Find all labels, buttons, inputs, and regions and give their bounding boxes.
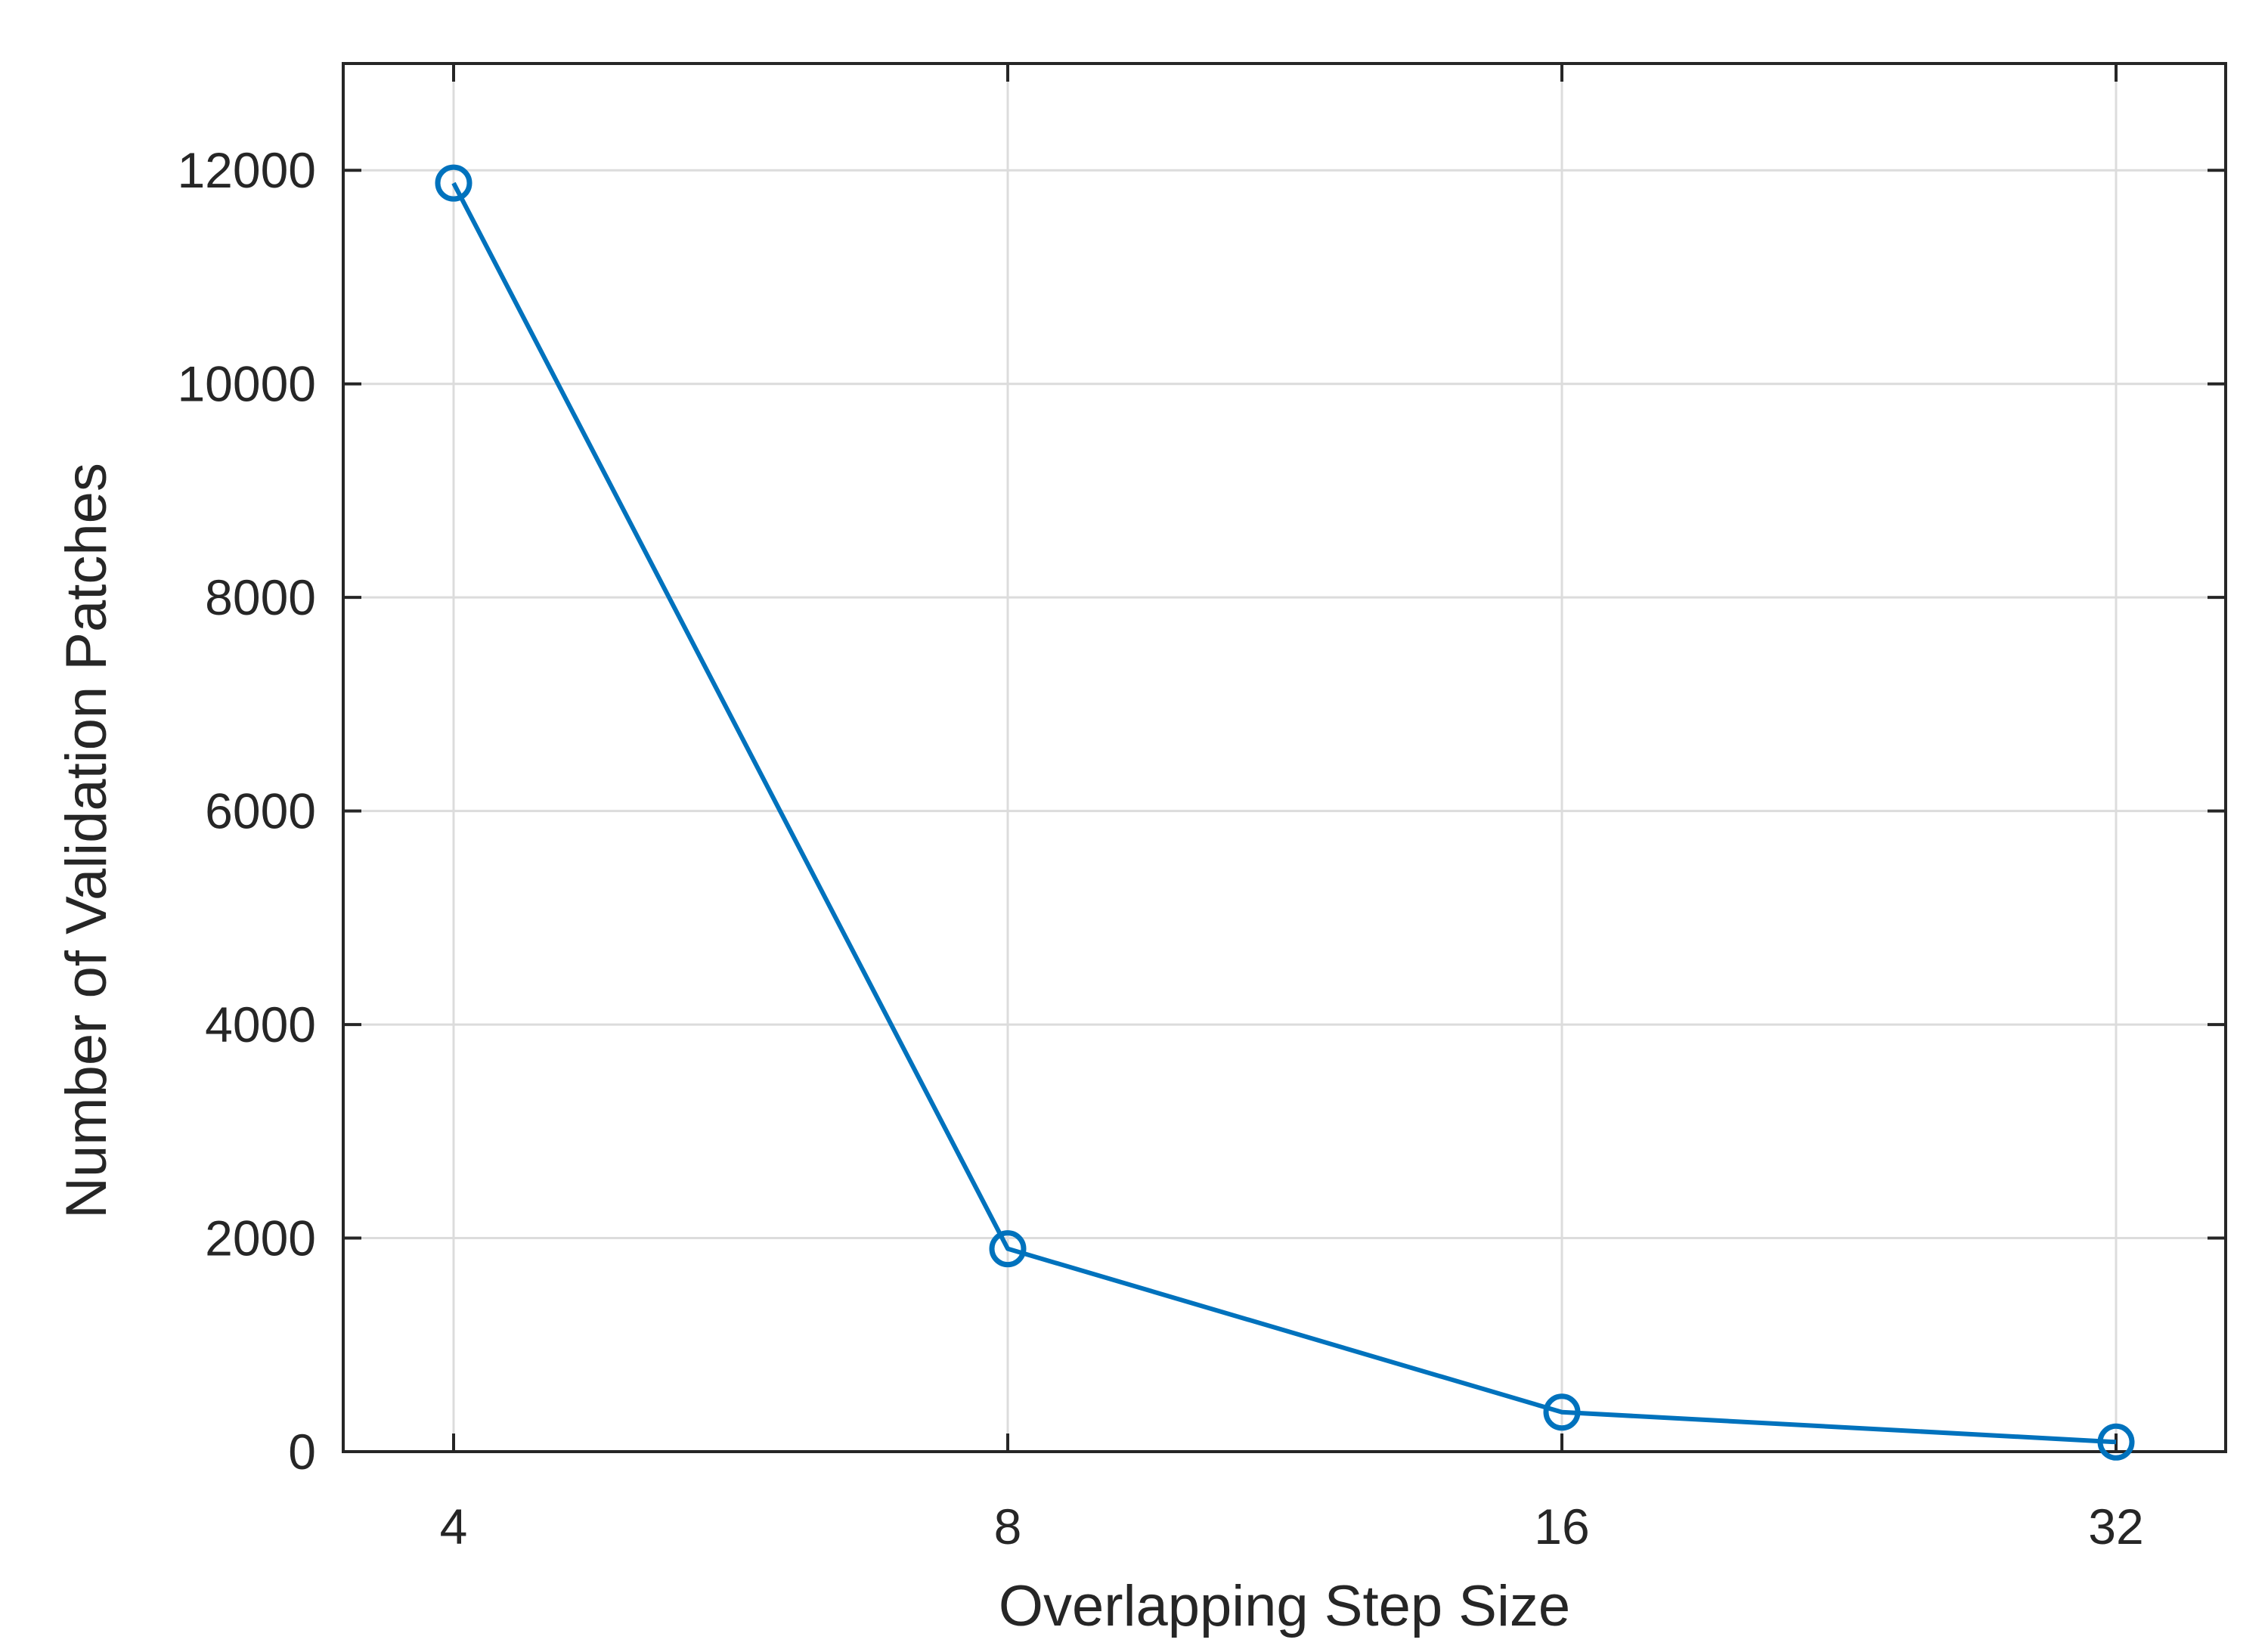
data-point-marker — [1543, 1393, 1581, 1431]
x-tick-label: 8 — [994, 1499, 1022, 1554]
y-tick-label: 2000 — [205, 1210, 316, 1266]
data-point-marker — [989, 1230, 1027, 1268]
x-tick-label: 32 — [2088, 1499, 2143, 1554]
x-tick-label: 4 — [440, 1499, 468, 1554]
y-tick-label: 6000 — [205, 783, 316, 839]
y-tick-label: 10000 — [177, 356, 316, 412]
y-tick-label: 12000 — [177, 142, 316, 198]
y-axis-tick-labels: 0 2000 4000 6000 8000 10000 12000 — [177, 142, 316, 1480]
y-tick-label: 4000 — [205, 996, 316, 1052]
x-axis-label: Overlapping Step Size — [999, 1574, 1570, 1638]
grid-lines — [343, 64, 2226, 1452]
x-axis-tick-labels: 4 8 16 32 — [440, 1499, 2144, 1554]
y-tick-label: 0 — [288, 1424, 316, 1480]
series-line — [451, 181, 2117, 1445]
x-tick-label: 16 — [1534, 1499, 1589, 1554]
y-axis-label: Number of Validation Patches — [54, 463, 119, 1219]
data-point-marker — [435, 164, 472, 202]
y-tick-label: 8000 — [205, 569, 316, 625]
plot-area-frame — [342, 62, 2227, 1453]
data-point-marker — [2097, 1423, 2135, 1461]
axis-ticks — [343, 64, 2226, 1453]
series-layer — [435, 164, 2135, 1461]
